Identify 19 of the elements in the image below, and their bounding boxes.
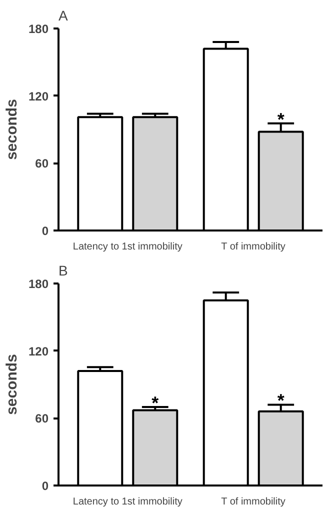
data-label: * (277, 109, 284, 130)
y-tick-label: 0 (42, 479, 49, 493)
x-tick-label: Latency to 1st immobility (72, 496, 182, 508)
y-axis-title: seconds (3, 99, 20, 160)
y-tick-label: 120 (28, 344, 49, 358)
chart-title: A (58, 8, 68, 24)
data-label: * (277, 390, 284, 411)
y-tick-label: 0 (42, 224, 49, 238)
data-label: * (152, 392, 159, 413)
chart-title: B (58, 262, 68, 278)
y-axis-title: seconds (3, 354, 20, 415)
x-tick-label: T of immobility (221, 242, 286, 252)
x-tick-label: Latency to 1st immobility (72, 242, 182, 252)
y-tick-label: 120 (28, 89, 49, 104)
y-tick-label: 60 (35, 156, 49, 171)
y-tick-label: 180 (28, 277, 49, 291)
y-tick-label: 60 (35, 412, 49, 426)
x-tick-label: T of immobility (221, 496, 286, 508)
y-tick-label: 180 (28, 22, 49, 36)
